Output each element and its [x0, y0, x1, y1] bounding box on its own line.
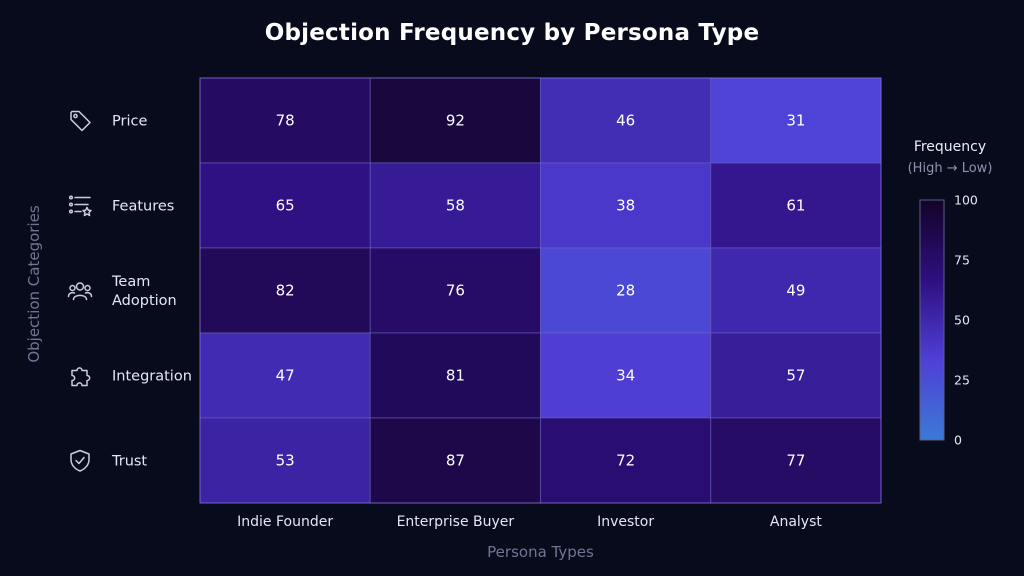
- legend-title: Frequency: [914, 139, 986, 155]
- cell-value-label: 78: [276, 112, 295, 130]
- legend-tick-label: 25: [954, 373, 970, 388]
- cell-value-label: 49: [786, 282, 805, 300]
- cell-value-label: 87: [446, 452, 465, 470]
- shield-check-icon: [70, 449, 90, 472]
- heatmap-cell: [710, 417, 882, 504]
- heatmap-border: [199, 77, 882, 504]
- team-icon: [67, 282, 93, 301]
- tag-icon: [70, 110, 91, 132]
- cell-value-label: 57: [786, 367, 805, 385]
- row-label: Integration: [112, 369, 192, 385]
- cell-value-label: 76: [446, 282, 465, 300]
- cell-value-label: 82: [276, 282, 295, 300]
- heatmap-cell: [540, 332, 712, 419]
- heatmap-cell: [540, 162, 712, 249]
- heatmap-cell: [369, 417, 541, 504]
- cell-value-label: 34: [616, 367, 635, 385]
- cell-value-label: 47: [276, 367, 295, 385]
- row-label: Trust: [111, 454, 147, 470]
- heatmap-cell: [710, 247, 882, 334]
- heatmap-cell: [369, 332, 541, 419]
- heatmap-cell: [540, 247, 712, 334]
- legend-color-bar: [919, 199, 945, 441]
- heatmap-cell: [710, 162, 882, 249]
- legend-tick-label: 0: [954, 433, 962, 448]
- cell-value-label: 46: [616, 112, 635, 130]
- chart-title: Objection Frequency by Persona Type: [264, 20, 760, 46]
- cell-value-label: 53: [276, 452, 295, 470]
- cell-value-label: 28: [616, 282, 635, 300]
- row-label: Adoption: [112, 293, 177, 309]
- column-label: Enterprise Buyer: [397, 514, 515, 530]
- legend-tick-label: 50: [954, 313, 970, 328]
- puzzle-icon: [71, 367, 91, 387]
- cell-value-label: 92: [446, 112, 465, 130]
- column-label: Analyst: [770, 514, 822, 530]
- cell-value-label: 77: [786, 452, 805, 470]
- legend-tick-label: 75: [954, 253, 970, 268]
- heatmap-cell: [199, 247, 371, 334]
- heatmap-cell: [199, 77, 371, 164]
- heatmap-cell: [199, 417, 371, 504]
- row-label: Team: [111, 274, 150, 290]
- feature-list-icon: [68, 195, 92, 217]
- heatmap-cell: [710, 332, 882, 419]
- heatmap-cell: [369, 247, 541, 334]
- cell-value-label: 65: [276, 197, 295, 215]
- row-label: Price: [112, 114, 147, 130]
- legend-subtitle: (High → Low): [908, 161, 993, 176]
- cell-value-label: 72: [616, 452, 635, 470]
- x-axis-label: Persona Types: [487, 543, 594, 561]
- column-label: Investor: [597, 514, 654, 530]
- legend-tick-label: 100: [954, 193, 978, 208]
- column-label: Indie Founder: [237, 514, 333, 530]
- cell-value-label: 38: [616, 197, 635, 215]
- row-label: Features: [112, 199, 174, 215]
- cell-value-label: 61: [786, 197, 805, 215]
- cell-value-label: 31: [786, 112, 805, 130]
- cell-value-label: 81: [446, 367, 465, 385]
- cell-value-label: 58: [446, 197, 465, 215]
- heatmap-cell: [540, 417, 712, 504]
